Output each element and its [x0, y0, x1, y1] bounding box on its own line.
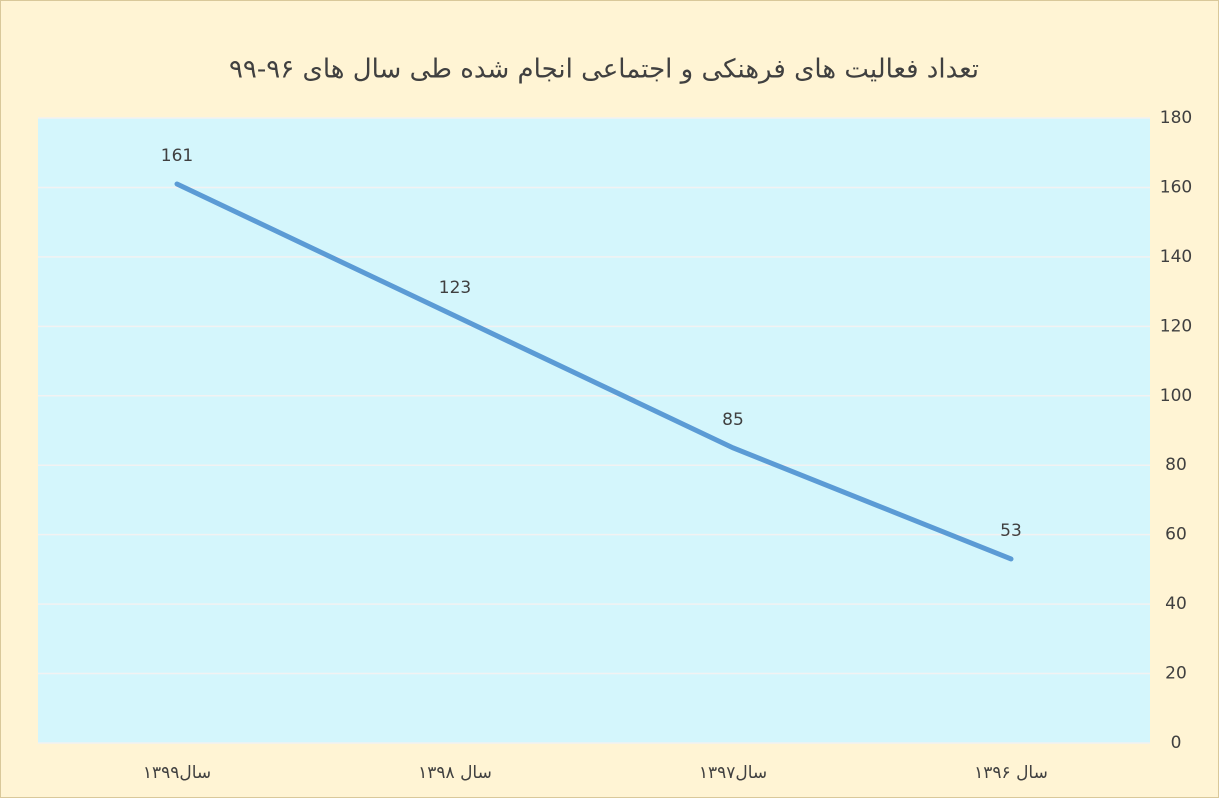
x-tick-label: سال ۱۳۹۸ — [418, 763, 492, 783]
y-tick-label: 80 — [1165, 455, 1187, 475]
y-tick-label: 180 — [1160, 108, 1192, 128]
chart-title: تعداد فعالیت های فرهنکی و اجتماعی انجام … — [229, 55, 979, 85]
y-tick-label: 100 — [1160, 386, 1192, 406]
x-tick-label: سال۱۳۹۷ — [699, 763, 767, 783]
data-label: 85 — [722, 410, 744, 430]
y-tick-label: 40 — [1165, 594, 1187, 614]
y-tick-label: 160 — [1160, 177, 1192, 197]
line — [174, 181, 1014, 562]
data-label: 161 — [161, 146, 193, 166]
y-tick-label: 120 — [1160, 316, 1192, 336]
data-label: 123 — [439, 278, 471, 298]
y-tick-label: 20 — [1165, 664, 1187, 684]
y-tick-label: 140 — [1160, 247, 1192, 267]
data-label: 53 — [1000, 521, 1022, 541]
y-tick-label: 0 — [1171, 733, 1182, 753]
x-tick-label: سال ۱۳۹۶ — [974, 763, 1048, 783]
x-tick-label: سال۱۳۹۹ — [143, 763, 211, 783]
y-tick-label: 60 — [1165, 525, 1187, 545]
plot-area — [38, 118, 1150, 743]
